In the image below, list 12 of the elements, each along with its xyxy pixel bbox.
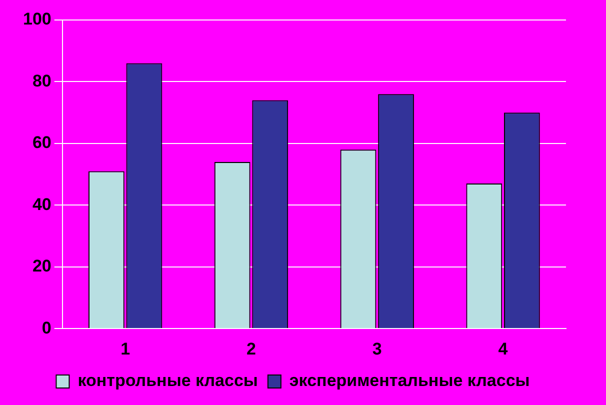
y-tick-label: 60 [32,133,52,152]
x-tick-label: 4 [498,339,508,358]
x-tick-label: 1 [120,339,130,358]
legend-label: экспериментальные классы [289,371,530,390]
y-tick-label: 80 [32,71,52,90]
y-tick-label: 0 [42,318,52,338]
x-tick-label: 3 [372,339,382,358]
x-tick-label: 2 [246,339,256,358]
legend-label: контрольные классы [78,371,258,390]
y-tick-label: 100 [22,10,52,29]
y-tick-label: 40 [32,194,52,214]
y-tick-label: 20 [32,256,52,276]
